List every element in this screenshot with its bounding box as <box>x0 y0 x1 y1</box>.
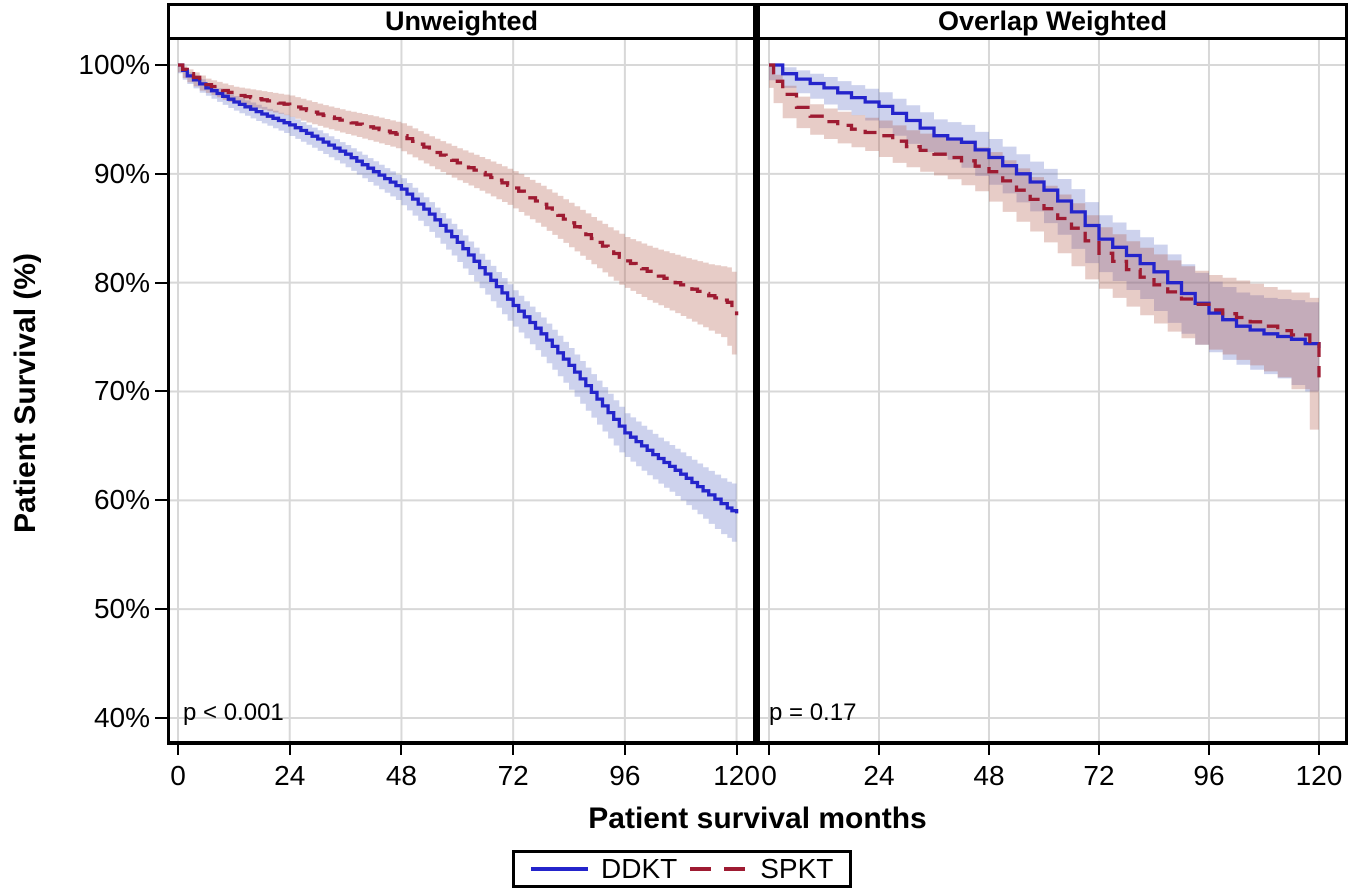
y-tick <box>155 608 168 611</box>
panel-header-divider <box>753 6 760 37</box>
x-tick <box>1207 745 1210 755</box>
y-tick-label: 80% <box>93 266 150 298</box>
x-tick <box>623 745 626 755</box>
x-tick <box>177 745 179 755</box>
y-tick-label: 90% <box>93 157 150 189</box>
legend-label-ddkt: DDKT <box>601 853 678 884</box>
survival-curve-spkt <box>769 63 1321 378</box>
y-tick-label: 70% <box>93 375 150 407</box>
x-tick <box>987 745 990 755</box>
x-tick-label: 72 <box>1083 760 1115 791</box>
legend-ddkt-line-sample <box>531 867 588 871</box>
x-tick-label: 72 <box>497 760 529 791</box>
overlap-weighted-panel-plot <box>760 40 1345 741</box>
x-tick <box>877 745 880 755</box>
y-tick-label: 40% <box>93 701 150 733</box>
x-tick <box>1097 745 1100 755</box>
y-tick <box>155 499 168 502</box>
y-tick <box>155 390 168 393</box>
y-tick <box>155 64 168 66</box>
x-tick <box>735 745 738 755</box>
panel-header-row: Unweighted Overlap Weighted <box>167 3 1348 40</box>
survival-curve-spkt <box>178 63 739 316</box>
y-tick <box>155 716 168 719</box>
x-tick-label: 120 <box>1295 760 1343 791</box>
y-tick-label: 100% <box>78 49 150 80</box>
p-value-unweighted: p < 0.001 <box>183 699 284 726</box>
y-tick <box>155 281 168 284</box>
x-tick-label: 0 <box>170 760 186 791</box>
confidence-band-ddkt <box>769 63 1319 392</box>
gridlines <box>760 40 1345 741</box>
legend: DDKT SPKT <box>512 850 853 888</box>
x-tick <box>768 745 770 755</box>
x-tick-label: 48 <box>385 760 418 791</box>
unweighted-panel-plot <box>170 40 753 741</box>
x-tick <box>288 745 291 755</box>
y-tick-label: 60% <box>93 484 150 516</box>
x-tick-label: 48 <box>973 760 1005 791</box>
x-tick <box>1317 745 1320 755</box>
p-value-overlap-weighted: p = 0.17 <box>769 699 857 726</box>
x-tick-label: 96 <box>609 760 641 791</box>
legend-spkt-line-sample <box>690 867 748 871</box>
survival-curve-ddkt <box>769 63 1321 348</box>
panel-header-unweighted: Unweighted <box>385 6 538 36</box>
panel-divider <box>753 40 760 741</box>
y-tick-label: 50% <box>93 593 150 625</box>
plot-area <box>167 40 1348 745</box>
panel-header-overlap-weighted: Overlap Weighted <box>937 6 1168 36</box>
gridlines <box>170 40 753 741</box>
x-tick-label: 24 <box>274 760 306 791</box>
x-tick-label: 96 <box>1193 760 1225 791</box>
y-tick <box>155 172 168 175</box>
x-axis-title: Patient survival months <box>588 802 927 835</box>
legend-label-spkt: SPKT <box>760 853 834 884</box>
x-tick-label: 0 <box>761 760 777 791</box>
y-axis-title: Patient Survival (%) <box>9 252 42 534</box>
confidence-band-ddkt <box>178 63 737 542</box>
x-tick-label: 120 <box>713 760 760 791</box>
confidence-band-spkt <box>769 63 1319 430</box>
x-tick <box>400 745 403 755</box>
confidence-band-spkt <box>178 63 737 355</box>
x-tick-label: 24 <box>863 760 895 791</box>
x-tick <box>512 745 515 755</box>
survival-curve-ddkt <box>178 63 739 514</box>
